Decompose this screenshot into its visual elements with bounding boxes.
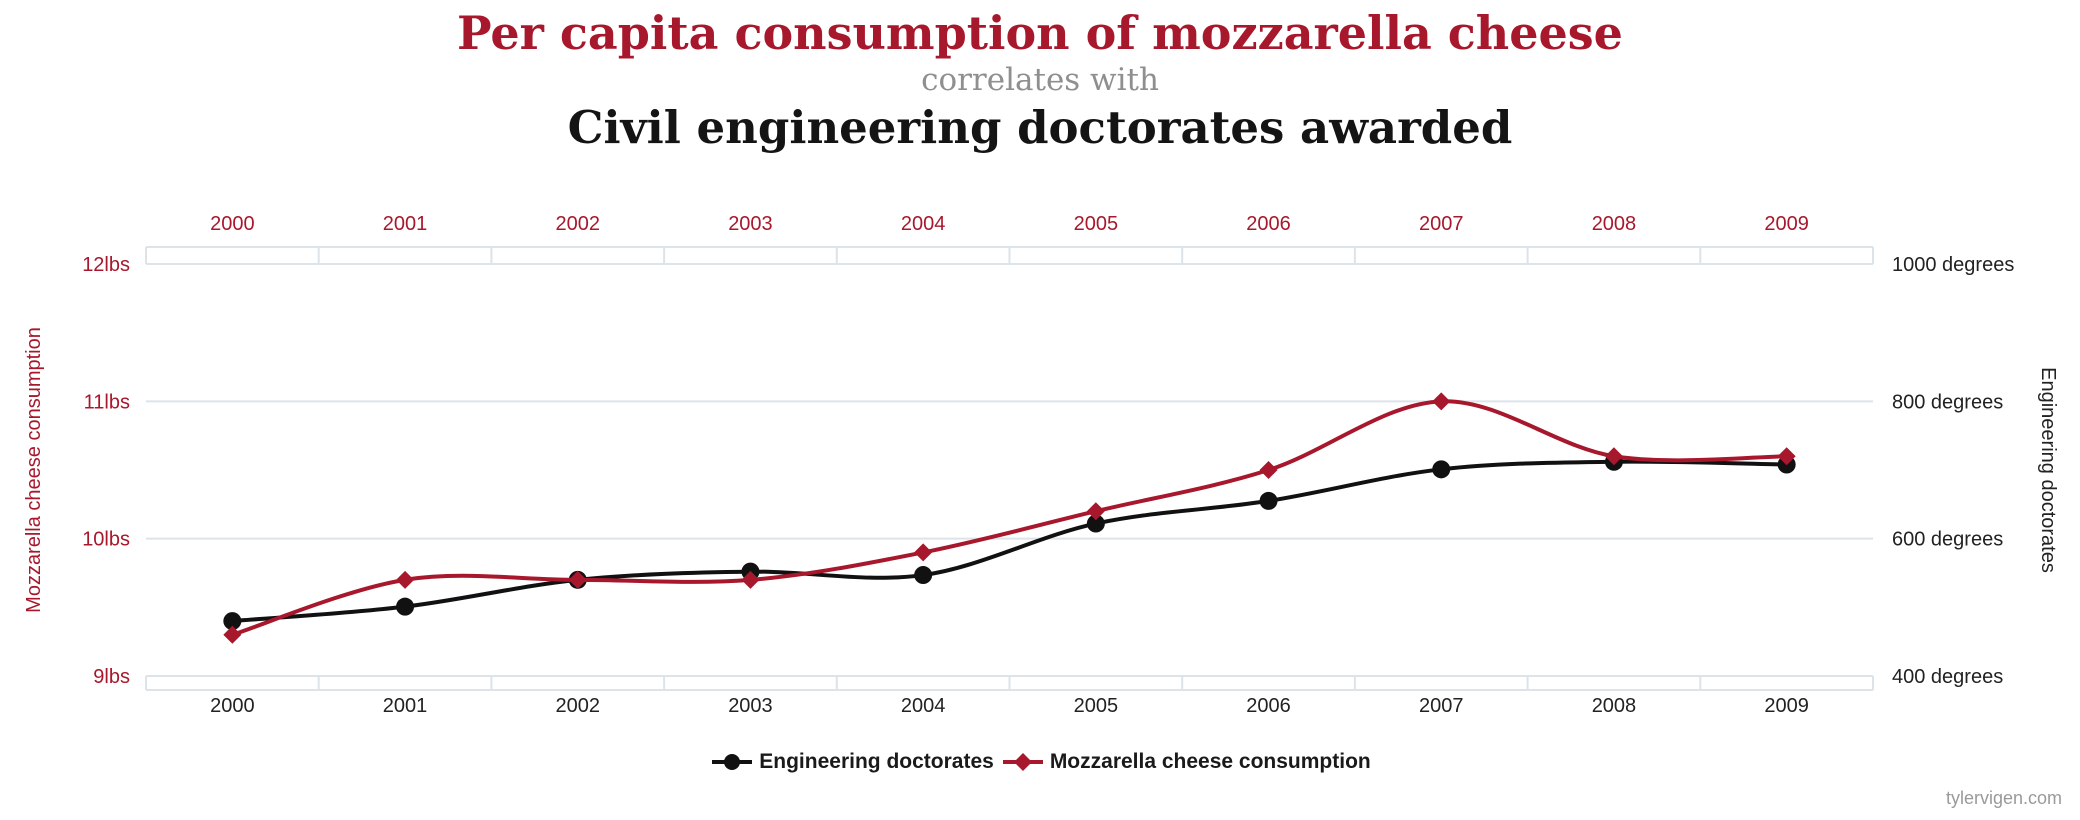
watermark-tylervigen: tylervigen.com — [1945, 788, 2062, 808]
chart-header: Per capita consumption of mozzarella che… — [0, 6, 2080, 156]
right-tick-label: 1000 degrees — [1892, 254, 2014, 276]
data-point-diamond — [741, 570, 760, 589]
left-tick-label: 11lbs — [84, 391, 130, 413]
data-point-circle — [1432, 460, 1451, 479]
top-year-label: 2007 — [1419, 213, 1464, 235]
right-axis-tick-labels: 400 degrees 600 degrees 800 degrees 1000 de… — [1892, 254, 2014, 688]
left-tick-label: 9lbs — [93, 666, 130, 688]
data-point-diamond — [1604, 447, 1623, 466]
top-year-label: 2002 — [556, 213, 601, 235]
circle-marker-icon — [712, 754, 753, 770]
bottom-year-label: 2004 — [901, 695, 946, 717]
left-axis-title: Mozzarella cheese consumption — [23, 327, 45, 613]
series-line — [230, 459, 1789, 624]
right-tick-label: 600 degrees — [1892, 529, 2003, 551]
axis-frame-and-ticks — [145, 246, 1874, 691]
data-point-circle — [1086, 514, 1105, 533]
data-point-circle — [223, 612, 242, 631]
series-lines-and-markers — [223, 392, 1796, 644]
top-year-label: 2005 — [1074, 213, 1119, 235]
data-point-diamond — [1259, 461, 1278, 479]
right-tick-label: 800 degrees — [1892, 391, 2003, 413]
data-point-diamond — [396, 570, 415, 589]
bottom-year-label: 2008 — [1592, 695, 1637, 717]
bottom-year-label: 2003 — [728, 695, 773, 717]
right-axis-title: Engineering doctorates — [2037, 367, 2059, 573]
title-bottom-series: Civil engineering doctorates awarded — [567, 101, 1513, 154]
data-point-diamond — [914, 543, 933, 562]
data-point-diamond — [1432, 392, 1451, 411]
top-year-label: 2009 — [1764, 213, 1809, 235]
right-tick-label: 400 degrees — [1892, 666, 2003, 688]
bottom-axis-year-labels: 2000 2001 2002 2003 2004 2005 2006 2007 2008 2009 — [210, 695, 1809, 717]
legend-diamond — [1013, 753, 1032, 771]
data-point-circle — [396, 597, 415, 616]
series-line — [230, 399, 1789, 637]
bottom-year-label: 2002 — [556, 695, 601, 717]
data-point-diamond — [223, 625, 242, 644]
legend-circle — [724, 754, 741, 770]
diamond-marker-icon — [1002, 753, 1043, 771]
legend-label-mozzarella-consumption: Mozzarella cheese consumption — [1049, 750, 1371, 773]
top-year-label: 2004 — [901, 213, 946, 235]
data-point-diamond — [568, 570, 587, 589]
left-tick-label: 10lbs — [82, 529, 130, 551]
bottom-year-label: 2005 — [1074, 695, 1119, 717]
top-year-label: 2006 — [1246, 213, 1291, 235]
top-year-label: 2000 — [210, 213, 255, 235]
bottom-year-label: 2009 — [1764, 695, 1809, 717]
bottom-year-label: 2000 — [210, 695, 255, 717]
top-year-label: 2001 — [383, 213, 428, 235]
top-year-label: 2003 — [728, 213, 773, 235]
bottom-year-label: 2007 — [1419, 695, 1464, 717]
data-point-diamond — [1086, 502, 1105, 521]
left-tick-label: 12lbs — [82, 254, 130, 276]
data-point-circle — [1259, 491, 1278, 510]
legend-item-mozzarella-consumption: Mozzarella cheese consumption — [1000, 750, 1371, 774]
title-correlates-with: correlates with — [921, 62, 1159, 98]
top-year-label: 2008 — [1592, 213, 1637, 235]
data-point-diamond — [1777, 447, 1796, 466]
top-axis-year-labels: 2000 2001 2002 2003 2004 2005 2006 2007 2008 2009 — [210, 213, 1809, 235]
bottom-year-label: 2006 — [1246, 695, 1291, 717]
legend: Engineering doctorates Mozzarella cheese… — [0, 750, 2080, 774]
legend-label-engineering-doctorates: Engineering doctorates — [759, 750, 994, 773]
title-top-series: Per capita consumption of mozzarella che… — [457, 6, 1623, 60]
left-axis-tick-labels: 9lbs 10lbs 11lbs 12lbs — [82, 254, 130, 688]
bottom-year-label: 2001 — [383, 695, 428, 717]
data-point-circle — [914, 566, 933, 585]
legend-item-engineering-doctorates: Engineering doctorates — [709, 750, 994, 774]
